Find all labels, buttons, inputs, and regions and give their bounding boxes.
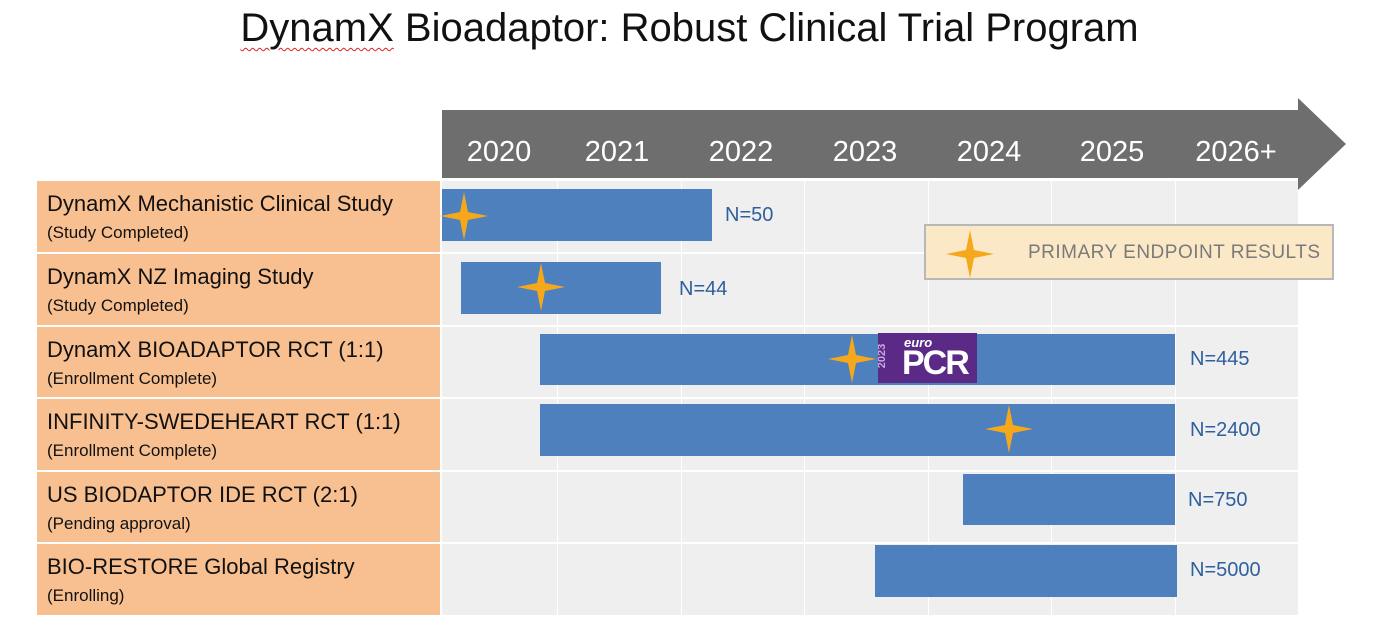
study-bar-nz-imaging <box>461 262 661 314</box>
logo-year: 2023 <box>878 343 889 369</box>
page-title: DynamX Bioadaptor: Robust Clinical Trial… <box>0 6 1379 51</box>
row-title: INFINITY-SWEDEHEART RCT (1:1) <box>47 409 401 434</box>
row-status: (Enrollment Complete) <box>47 369 218 388</box>
title-brand: DynamX <box>240 6 394 50</box>
row-title: DynamX NZ Imaging Study <box>47 264 314 289</box>
primary-endpoint-star-icon <box>828 335 876 383</box>
primary-endpoint-star-icon <box>440 192 488 240</box>
row-status: (Pending approval) <box>47 514 191 533</box>
row-status: (Study Completed) <box>47 296 189 315</box>
year-label-2025: 2025 <box>1079 136 1145 168</box>
row-label-bio-restore-registry: BIO-RESTORE Global Registry (Enrolling) <box>37 544 440 615</box>
logo-pcr: PCR <box>902 344 970 382</box>
row-label-bioadaptor-rct: DynamX BIOADAPTOR RCT (1:1) (Enrollment … <box>37 327 440 397</box>
year-label-2021: 2021 <box>584 136 650 168</box>
logo-euro: euro <box>904 335 933 350</box>
study-bar-mechanistic <box>442 189 712 241</box>
year-label-2024: 2024 <box>956 136 1022 168</box>
row-label-nz-imaging-study: DynamX NZ Imaging Study (Study Completed… <box>37 254 440 325</box>
enrollment-count: N=44 <box>679 278 728 300</box>
primary-endpoint-star-icon <box>985 405 1033 453</box>
study-bar-us-ide <box>963 474 1175 525</box>
primary-endpoint-star-icon <box>517 263 565 311</box>
enrollment-count: N=2400 <box>1190 419 1261 441</box>
row-title: DynamX Mechanistic Clinical Study <box>47 191 394 216</box>
study-bar-infinity-swedeheart <box>540 404 1175 456</box>
enrollment-count: N=50 <box>725 204 774 226</box>
enrollment-count: N=5000 <box>1190 559 1261 581</box>
legend-box: PRIMARY ENDPOINT RESULTS <box>924 224 1334 280</box>
row-label-infinity-swedeheart-rct: INFINITY-SWEDEHEART RCT (1:1) (Enrollmen… <box>37 399 440 470</box>
row-title: DynamX BIOADAPTOR RCT (1:1) <box>47 337 384 362</box>
year-label-2023: 2023 <box>832 136 898 168</box>
europcr-2023-logo: 2023 euro PCR <box>878 333 977 383</box>
row-label-us-ide-rct: US BIODAPTOR IDE RCT (2:1) (Pending appr… <box>37 472 440 542</box>
row-status: (Enrollment Complete) <box>47 441 218 460</box>
row-status: (Study Completed) <box>47 223 189 242</box>
row-label-mechanistic-study: DynamX Mechanistic Clinical Study (Study… <box>37 181 440 252</box>
year-label-2020: 2020 <box>466 136 532 168</box>
row-title: US BIODAPTOR IDE RCT (2:1) <box>47 482 358 507</box>
enrollment-count: N=750 <box>1188 489 1248 511</box>
timeline-arrow <box>442 98 1346 190</box>
enrollment-count: N=445 <box>1190 348 1250 370</box>
year-label-2026-plus: 2026+ <box>1195 136 1277 168</box>
row-title: BIO-RESTORE Global Registry <box>47 554 355 579</box>
title-rest: Bioadaptor: Robust Clinical Trial Progra… <box>393 6 1139 50</box>
study-bar-bio-restore <box>875 545 1177 597</box>
row-status: (Enrolling) <box>47 586 125 605</box>
legend-label: PRIMARY ENDPOINT RESULTS <box>1028 242 1321 263</box>
legend-star-icon <box>946 230 994 278</box>
year-label-2022: 2022 <box>708 136 774 168</box>
